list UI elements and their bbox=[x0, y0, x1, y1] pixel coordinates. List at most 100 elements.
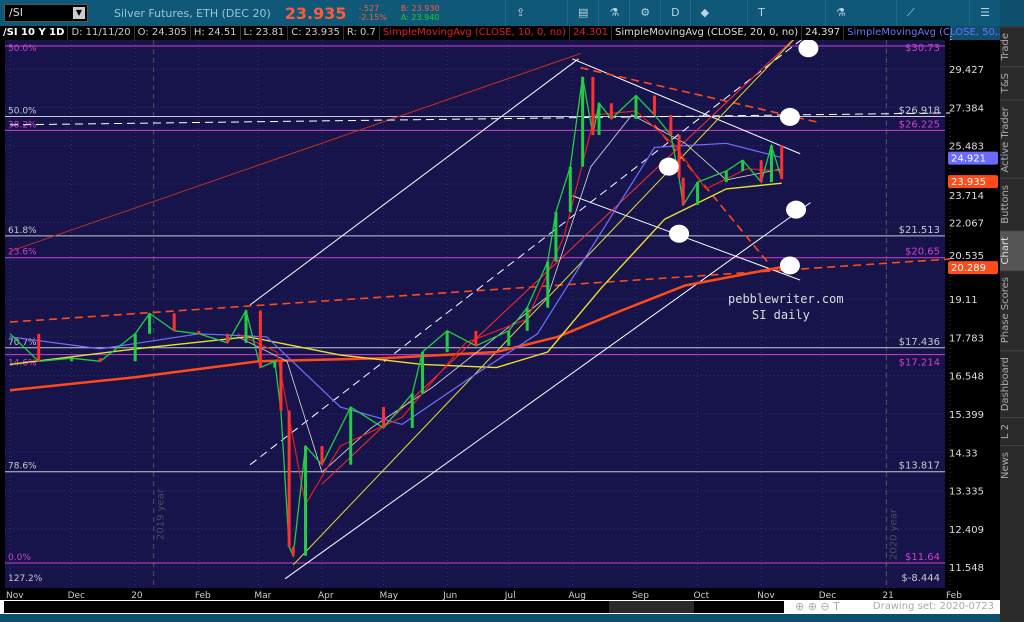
price-candle bbox=[681, 177, 685, 205]
price-candle bbox=[609, 103, 613, 119]
legend-sma10[interactable]: SimpleMovingAvg (CLOSE, 10, 0, no) bbox=[380, 26, 571, 40]
legend-sma50[interactable]: SimpleMovingAvg (CLOSE, 50,... bbox=[844, 26, 1012, 40]
annotation-circle bbox=[658, 157, 679, 176]
price-candle bbox=[70, 358, 74, 362]
toolbar-button-menu-icon[interactable]: ☰ bbox=[969, 0, 1000, 26]
price-candle bbox=[382, 407, 386, 428]
year-watermark: 2019 year bbox=[156, 488, 167, 540]
fib-percent-label: 14.6% bbox=[8, 359, 37, 369]
price-candle bbox=[410, 393, 414, 428]
legend-sma20[interactable]: SimpleMovingAvg (CLOSE, 20, 0, no) bbox=[612, 26, 803, 40]
toolbar-button-share[interactable]: ⇪ Share bbox=[505, 0, 567, 45]
toolbar-button-flask-icon[interactable]: ⚗ bbox=[598, 0, 629, 26]
price-candle bbox=[37, 333, 41, 362]
fib-percent-label: 61.8% bbox=[8, 226, 37, 236]
fib-price-label: $-8.444 bbox=[901, 573, 940, 584]
y-tick-label: 29.427 bbox=[949, 65, 984, 76]
toolbar-button-info-card-icon[interactable]: ▤ bbox=[567, 0, 598, 26]
x-tick-label: Feb bbox=[195, 591, 211, 600]
chart-annotation: SI daily bbox=[752, 308, 810, 322]
horizontal-scrollbar[interactable] bbox=[4, 601, 784, 613]
sidebar-tab-trade[interactable]: Trade bbox=[1000, 26, 1024, 67]
fib-percent-label: 78.6% bbox=[8, 462, 37, 472]
chart-footer: ⊕ ⊕ ⊖ T Drawing set: 2020-0723 bbox=[0, 600, 1000, 614]
sma-line-2 bbox=[237, 114, 782, 474]
sma-line-3 bbox=[9, 142, 782, 426]
plot-area bbox=[5, 40, 945, 588]
sidebar-tab-active-trader[interactable]: Active Trader bbox=[1000, 99, 1024, 179]
right-sidebar: Trade T&S Active Trader Buttons Chart Phase S… bbox=[1000, 26, 1024, 622]
x-tick-label: Feb bbox=[946, 591, 962, 600]
toolbar-button-gear-icon[interactable]: ⚙ bbox=[629, 0, 660, 26]
ask: A: 23.940 bbox=[400, 13, 440, 22]
x-tick-label: Dec bbox=[68, 591, 85, 600]
price-candle bbox=[279, 361, 283, 411]
x-tick-label: Dec bbox=[819, 591, 836, 600]
zoom-tools-icon[interactable]: ⊕ ⊕ ⊖ T bbox=[795, 600, 840, 613]
symbol-input[interactable]: /SI ▼ bbox=[4, 4, 88, 22]
price-candle bbox=[669, 114, 673, 136]
scrollbar-thumb[interactable] bbox=[609, 601, 694, 613]
sidebar-tab-buttons[interactable]: Buttons bbox=[1000, 178, 1024, 230]
toolbar-button-style[interactable]: ◆ Style bbox=[689, 0, 748, 45]
toolbar-label: D bbox=[671, 6, 680, 19]
legend-sma10-value: 24.301 bbox=[570, 26, 613, 40]
price-marker bbox=[948, 151, 998, 165]
price-candle bbox=[474, 330, 478, 346]
legend-high: H: 24.51 bbox=[191, 26, 241, 40]
price-candle bbox=[554, 212, 558, 262]
y-tick-label: 14.33 bbox=[949, 448, 978, 459]
toolbar-button-patterns[interactable]: ⟋ Patterns bbox=[896, 0, 969, 45]
fib-percent-label: 0.0% bbox=[8, 553, 31, 563]
price-candle bbox=[677, 135, 681, 178]
fib-percent-label: 50.0% bbox=[8, 44, 37, 54]
sma-line-5 bbox=[9, 265, 782, 392]
trendline-drawing bbox=[321, 40, 794, 485]
y-tick-label: 25.483 bbox=[949, 142, 984, 153]
price-chart[interactable]: Nov Dec 20 Feb Mar Apr May Jun Jul Aug Sep Oct Nov De… bbox=[0, 40, 1000, 600]
annotation-circle bbox=[779, 256, 800, 275]
drawing-set[interactable]: Drawing set: 2020-0723 bbox=[872, 601, 994, 612]
annotation-circle bbox=[669, 224, 690, 243]
chart-legend: /SI 10 Y 1D D: 11/11/20 O: 24.305 H: 24.… bbox=[0, 26, 1012, 40]
fib-percent-label: 70.7% bbox=[8, 338, 37, 348]
sidebar-tab-t-s[interactable]: T&S bbox=[1000, 66, 1024, 100]
bid: B: 23.930 bbox=[400, 4, 440, 13]
x-tick-label: Apr bbox=[318, 591, 334, 600]
sidebar-tab-news[interactable]: News bbox=[1000, 445, 1024, 486]
price-candle bbox=[741, 160, 745, 172]
price-candle bbox=[287, 410, 291, 547]
text-tool-icon: T bbox=[758, 6, 765, 19]
sidebar-tab-dashboard[interactable]: Dashboard bbox=[1000, 349, 1024, 417]
fib-percent-label: 38.2% bbox=[8, 120, 37, 130]
gear-icon: ⚙ bbox=[640, 6, 651, 19]
fib-price-label: $13.817 bbox=[899, 461, 940, 472]
chevron-down-icon[interactable]: ▼ bbox=[73, 7, 85, 19]
sidebar-tab-phase-scores[interactable]: Phase Scores bbox=[1000, 270, 1024, 350]
price-candle bbox=[769, 145, 773, 183]
price-marker bbox=[948, 175, 998, 189]
price-candle bbox=[445, 330, 449, 352]
fib-percent-label: 50.0% bbox=[8, 107, 37, 117]
y-tick-label: 27.384 bbox=[949, 103, 984, 114]
y-tick-label: 17.783 bbox=[949, 333, 984, 344]
chart-title: /SI 10 Y 1D bbox=[0, 26, 69, 40]
toolbar-button-studies[interactable]: ⚗ Studies bbox=[825, 0, 896, 45]
price-candle bbox=[291, 546, 295, 556]
share-icon: ⇪ bbox=[516, 6, 526, 19]
y-tick-label: 11.548 bbox=[949, 563, 984, 574]
fib-price-label: $30.73 bbox=[905, 43, 940, 54]
price-candle bbox=[696, 182, 700, 205]
x-tick-label: Mar bbox=[254, 591, 271, 600]
price-candle bbox=[591, 76, 595, 136]
year-watermark: 2020 year bbox=[888, 508, 899, 560]
x-tick-label: Jun bbox=[442, 591, 457, 600]
sidebar-tab-chart[interactable]: Chart bbox=[1000, 229, 1024, 271]
fib-price-label: $20.65 bbox=[905, 247, 940, 258]
toolbar-button-d[interactable]: D bbox=[660, 0, 689, 26]
fib-price-label: $26.225 bbox=[899, 119, 940, 130]
fib-price-label: $11.64 bbox=[905, 552, 940, 563]
sidebar-tab-l-2[interactable]: L 2 bbox=[1000, 417, 1024, 446]
price-marker bbox=[948, 261, 998, 275]
